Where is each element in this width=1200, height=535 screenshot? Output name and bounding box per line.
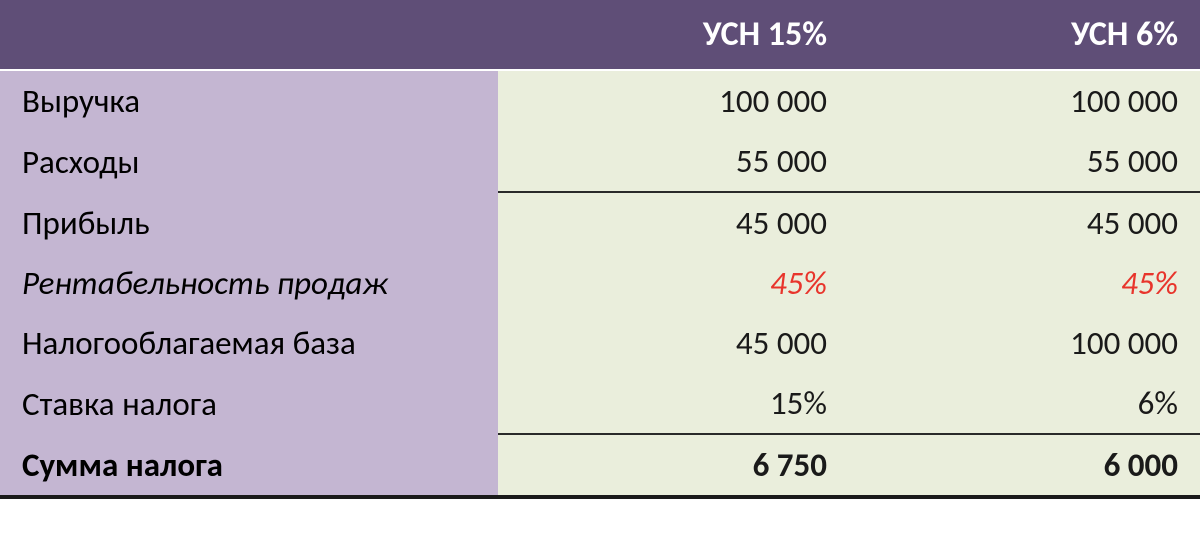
row-value-2: 45 000 (849, 192, 1200, 253)
row-value-1: 45 000 (498, 313, 849, 373)
row-value-1: 55 000 (498, 131, 849, 192)
tax-comparison-table: УСН 15% УСН 6% Выручка 100 000 100 000 Р… (0, 0, 1200, 499)
table-row: Расходы 55 000 55 000 (0, 131, 1200, 192)
row-value-2: 100 000 (849, 313, 1200, 373)
row-value-2: 6 000 (849, 434, 1200, 497)
table-row: Прибыль 45 000 45 000 (0, 192, 1200, 253)
row-value-1: 45 000 (498, 192, 849, 253)
row-label: Ставка налога (0, 373, 498, 434)
row-value-2: 6% (849, 373, 1200, 434)
table-row: Рентабельность продаж 45% 45% (0, 253, 1200, 313)
table-row-total: Сумма налога 6 750 6 000 (0, 434, 1200, 497)
row-label: Сумма налога (0, 434, 498, 497)
row-value-1: 100 000 (498, 70, 849, 131)
row-label: Рентабельность продаж (0, 253, 498, 313)
header-usn6: УСН 6% (849, 0, 1200, 70)
table-row: Ставка налога 15% 6% (0, 373, 1200, 434)
header-usn15: УСН 15% (498, 0, 849, 70)
row-label: Прибыль (0, 192, 498, 253)
row-label: Налогооблагаемая база (0, 313, 498, 373)
row-value-2: 55 000 (849, 131, 1200, 192)
row-label: Расходы (0, 131, 498, 192)
row-value-2: 45% (849, 253, 1200, 313)
row-value-1: 45% (498, 253, 849, 313)
row-value-2: 100 000 (849, 70, 1200, 131)
row-value-1: 15% (498, 373, 849, 434)
header-blank (0, 0, 498, 70)
row-label: Выручка (0, 70, 498, 131)
table-header-row: УСН 15% УСН 6% (0, 0, 1200, 70)
row-value-1: 6 750 (498, 434, 849, 497)
table-row: Налогооблагаемая база 45 000 100 000 (0, 313, 1200, 373)
table-row: Выручка 100 000 100 000 (0, 70, 1200, 131)
